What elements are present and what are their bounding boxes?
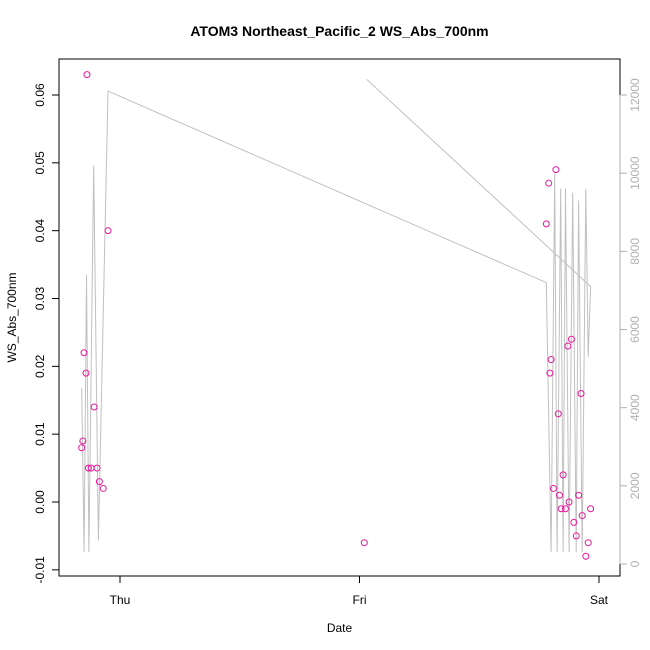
y-right-tick-label: 12000 [628, 78, 642, 112]
y-left-tick-label: -0.01 [33, 556, 47, 584]
y-left-tick-label: 0.06 [33, 83, 47, 107]
y-right-tick-label: 10000 [628, 156, 642, 190]
data-point [78, 444, 86, 452]
data-point [99, 484, 107, 492]
y-left-tick-label: 0.03 [33, 286, 47, 310]
x-axis: Thu Fri Sat [110, 575, 609, 607]
y-left-tick-label: 0.01 [33, 422, 47, 446]
data-point [360, 539, 368, 547]
data-point [564, 342, 572, 350]
data-point [570, 518, 578, 526]
data-point [575, 491, 583, 499]
data-point [90, 403, 98, 411]
data-point [554, 410, 562, 418]
data-point [565, 498, 573, 506]
data-point [577, 389, 585, 397]
data-point [587, 505, 595, 513]
series-line-layer [81, 79, 592, 553]
data-point [572, 532, 580, 540]
y-axis-right: 0 2000 4000 6000 8000 10000 12000 [619, 78, 642, 567]
data-point [555, 491, 563, 499]
data-point [95, 478, 103, 486]
data-point [561, 505, 569, 513]
data-point [552, 166, 560, 174]
data-point [582, 552, 590, 560]
y-left-tick-label: 0.02 [33, 354, 47, 378]
y-left-tick-label: 0.05 [33, 151, 47, 175]
data-point [567, 335, 575, 343]
series-line [81, 79, 592, 553]
y-axis-label: WS_Abs_700nm [5, 272, 19, 362]
y-right-tick-label: 2000 [628, 472, 642, 499]
y-right-tick-label: 0 [628, 560, 642, 567]
data-point [546, 369, 554, 377]
y-right-tick-label: 8000 [628, 238, 642, 265]
data-point [549, 484, 557, 492]
x-axis-label: Date [327, 621, 353, 635]
data-point [84, 464, 92, 472]
x-tick-label: Sat [590, 593, 609, 607]
data-point [559, 471, 567, 479]
data-point [547, 356, 555, 364]
data-point [542, 220, 550, 228]
y-axis-left: -0.01 0.00 0.01 0.02 0.03 0.04 0.05 0.06 [33, 83, 60, 584]
data-point [578, 512, 586, 520]
chart-title: ATOM3 Northeast_Pacific_2 WS_Abs_700nm [190, 23, 488, 39]
data-point [545, 179, 553, 187]
x-tick-label: Fri [353, 593, 367, 607]
data-point [80, 349, 88, 357]
data-point [79, 437, 87, 445]
data-point [93, 464, 101, 472]
series-points-layer [78, 71, 595, 560]
y-right-tick-label: 6000 [628, 316, 642, 343]
y-left-tick-label: 0.04 [33, 219, 47, 243]
x-tick-label: Thu [110, 593, 131, 607]
y-right-tick-label: 4000 [628, 394, 642, 421]
data-point [584, 539, 592, 547]
data-point [82, 369, 90, 377]
data-point [83, 71, 91, 79]
data-point [557, 505, 565, 513]
data-point [104, 227, 112, 235]
plot-frame [58, 58, 621, 577]
y-left-tick-label: 0.00 [33, 490, 47, 514]
